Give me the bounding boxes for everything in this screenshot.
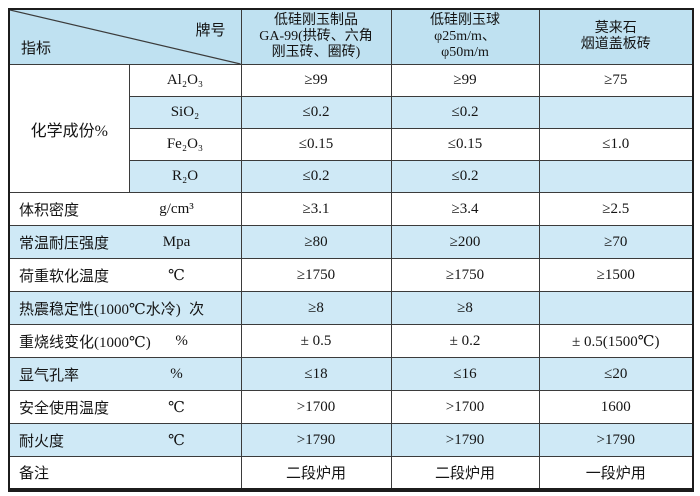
property-unit: g/cm³ xyxy=(159,200,194,217)
product-header-2: 低硅刚玉球 φ25m/m、 φ50m/m xyxy=(390,8,540,65)
chem-name: SiO₂ xyxy=(128,96,242,129)
value-cell: ≥80 xyxy=(240,225,392,259)
value-cell: ≥8 xyxy=(240,291,392,325)
value-cell: ≥1750 xyxy=(390,258,540,292)
property-unit: % xyxy=(175,332,188,349)
value-cell: >1790 xyxy=(390,423,540,457)
value-cell: ± 0.5 xyxy=(240,324,392,358)
property-label: 荷重软化温度 xyxy=(19,268,110,285)
property-label: 热震稳定性(1000℃水冷) xyxy=(19,301,181,318)
property-row-compressive-strength: 常温耐压强度 Mpa ≥80 ≥200 ≥70 xyxy=(8,225,694,259)
value-cell: 二段炉用 xyxy=(240,456,392,490)
value-cell: 一段炉用 xyxy=(538,456,694,490)
property-label: 显气孔率 xyxy=(19,367,80,384)
chem-group-label: 化学成份% xyxy=(8,64,130,193)
remark-row: 备注 二段炉用 二段炉用 一段炉用 xyxy=(8,456,694,490)
property-label: 体积密度 xyxy=(19,202,80,219)
property-unit: ℃ xyxy=(168,267,185,284)
value-cell: ≤1.0 xyxy=(538,128,694,161)
value-cell: ≥200 xyxy=(390,225,540,259)
value-cell: ≤18 xyxy=(240,357,392,391)
property-unit: ℃ xyxy=(168,432,185,449)
value-cell: ≥8 xyxy=(390,291,540,325)
property-row-softening-temp: 荷重软化温度 ℃ ≥1750 ≥1750 ≥1500 xyxy=(8,258,694,292)
chem-name: Fe₂O₃ xyxy=(128,128,242,161)
value-cell: 二段炉用 xyxy=(390,456,540,490)
value-cell: ± 0.5(1500℃) xyxy=(538,324,694,358)
value-cell: ≥3.1 xyxy=(240,192,392,226)
property-unit: Mpa xyxy=(162,233,191,250)
value-cell: ≤20 xyxy=(538,357,694,391)
value-cell xyxy=(538,291,694,325)
value-cell: ≥3.4 xyxy=(390,192,540,226)
property-row-thermal-shock: 热震稳定性(1000℃水冷) 次 ≥8 ≥8 xyxy=(8,291,694,325)
corner-brand-label: 牌号 xyxy=(195,23,226,39)
value-cell: ≥99 xyxy=(240,64,392,97)
property-label: 耐火度 xyxy=(19,433,65,450)
value-cell: >1790 xyxy=(538,423,694,457)
value-cell: ≥2.5 xyxy=(538,192,694,226)
value-cell: ≥1500 xyxy=(538,258,694,292)
value-cell: ≥70 xyxy=(538,225,694,259)
property-unit: ℃ xyxy=(168,399,185,416)
value-cell: ≤0.2 xyxy=(240,160,392,193)
property-label: 常温耐压强度 xyxy=(19,235,110,252)
property-row-safe-use-temp: 安全使用温度 ℃ >1700 >1700 1600 xyxy=(8,390,694,424)
value-cell: ≤16 xyxy=(390,357,540,391)
value-cell: ≤0.2 xyxy=(390,96,540,129)
value-cell: >1700 xyxy=(390,390,540,424)
diagonal-divider xyxy=(10,10,240,64)
value-cell: ± 0.2 xyxy=(390,324,540,358)
value-cell: 1600 xyxy=(538,390,694,424)
property-label: 重烧线变化(1000℃) xyxy=(19,334,151,351)
property-row-refractoriness: 耐火度 ℃ >1790 >1790 >1790 xyxy=(8,423,694,457)
corner-cell: 牌号 指标 xyxy=(8,8,242,65)
value-cell xyxy=(538,160,694,193)
chem-name: R₂O xyxy=(128,160,242,193)
value-cell: ≥1750 xyxy=(240,258,392,292)
value-cell: ≤0.15 xyxy=(390,128,540,161)
value-cell: >1700 xyxy=(240,390,392,424)
property-row-porosity: 显气孔率 % ≤18 ≤16 ≤20 xyxy=(8,357,694,391)
remark-label: 备注 xyxy=(19,465,50,482)
value-cell: ≥75 xyxy=(538,64,694,97)
property-row-density: 体积密度 g/cm³ ≥3.1 ≥3.4 ≥2.5 xyxy=(8,192,694,226)
value-cell: ≤0.2 xyxy=(240,96,392,129)
value-cell: ≥99 xyxy=(390,64,540,97)
product-header-3: 莫来石 烟道盖板砖 xyxy=(538,8,694,65)
chem-name: Al₂O₃ xyxy=(128,64,242,97)
product-header-1: 低硅刚玉制品 GA-99(拱砖、六角 刚玉砖、圈砖) xyxy=(240,8,392,65)
chem-row-fe2o3: Fe₂O₃ ≤0.15 ≤0.15 ≤1.0 xyxy=(9,128,694,161)
corner-index-label: 指标 xyxy=(21,41,52,57)
chem-row-r2o: R₂O ≤0.2 ≤0.2 xyxy=(9,160,694,193)
header-row: 牌号 指标 低硅刚玉制品 GA-99(拱砖、六角 刚玉砖、圈砖) 低硅刚玉球 φ… xyxy=(8,8,694,65)
property-row-reheating-change: 重烧线变化(1000℃) % ± 0.5 ± 0.2 ± 0.5(1500℃) xyxy=(8,324,694,358)
property-unit: 次 xyxy=(189,301,205,318)
chem-row-al2o3: 化学成份% Al₂O₃ ≥99 ≥99 ≥75 xyxy=(8,64,694,193)
value-cell: ≤0.2 xyxy=(390,160,540,193)
value-cell: >1790 xyxy=(240,423,392,457)
value-cell: ≤0.15 xyxy=(240,128,392,161)
property-label: 安全使用温度 xyxy=(19,400,110,417)
property-unit: % xyxy=(170,365,183,382)
value-cell xyxy=(538,96,694,129)
spec-table: 牌号 指标 低硅刚玉制品 GA-99(拱砖、六角 刚玉砖、圈砖) 低硅刚玉球 φ… xyxy=(8,8,694,492)
